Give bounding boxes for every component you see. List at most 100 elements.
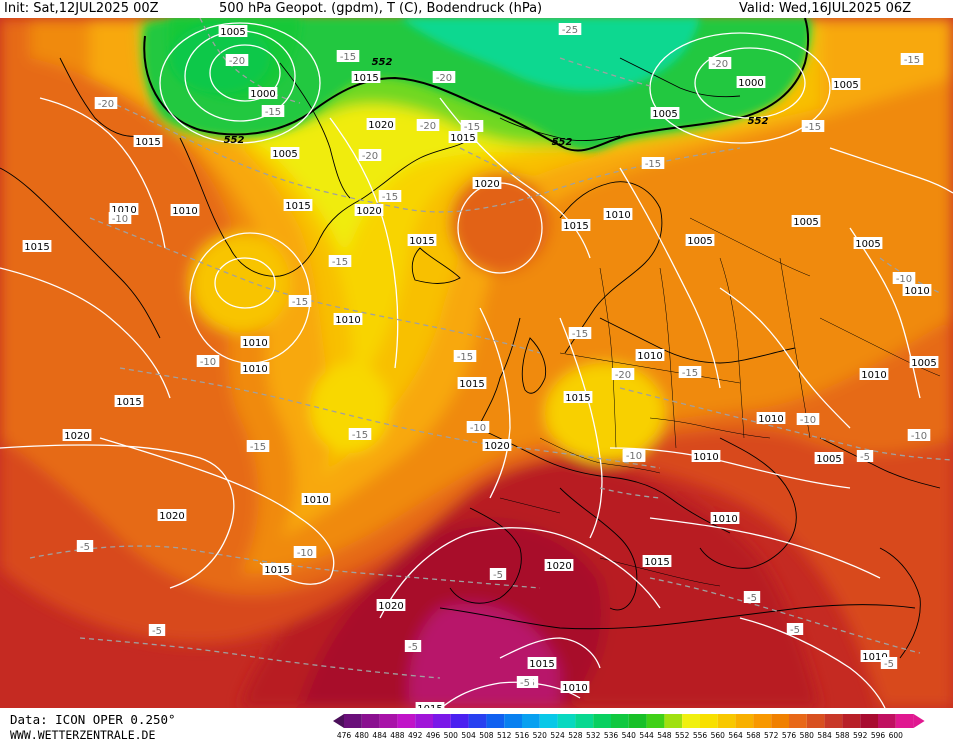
pressure-label-bg: [22, 240, 52, 252]
temperature-label: -10: [626, 451, 642, 462]
legend-label: 488: [390, 731, 405, 740]
legend-label: 552: [675, 731, 690, 740]
temperature-label-bg: [708, 57, 732, 69]
temperature-label-bg: [196, 355, 220, 367]
temperature-label-bg: [892, 272, 916, 284]
temperature-label-bg: [568, 327, 592, 339]
temperature-label: -15: [805, 122, 821, 133]
data-source: Data: ICON OPER 0.250°: [10, 712, 176, 727]
temperature-labels: -20 -20 -15 -15 -20 -20 -15 -20 -25 -15 -20 -15 -15 -…: [76, 23, 931, 689]
legend-swatch: [682, 714, 700, 728]
pressure-label-bg: [283, 199, 313, 211]
pressure-label-bg: [248, 87, 278, 99]
pressure-label: 1015: [24, 242, 49, 253]
legend-swatch: [379, 714, 398, 728]
temperature-label: -15: [382, 192, 398, 203]
geopotential-label: 552: [748, 116, 769, 127]
pressure-labels: 1005 1000 1005 1015 1015 1020 1015 1015 1020 1010…: [22, 25, 939, 708]
country-borders: [499, 217, 941, 587]
pressure-label-bg: [691, 450, 721, 462]
pressure-label: 1020: [64, 431, 89, 442]
chart-footer: Data: ICON OPER 0.250° WWW.WETTERZENTRAL…: [0, 708, 959, 742]
pressure-label: 1005: [652, 109, 677, 120]
temperature-label-bg: [516, 676, 534, 688]
pressure-label: 1015: [116, 397, 141, 408]
temperature-label-bg: [880, 657, 898, 669]
temperature-label: -20: [436, 73, 452, 84]
pressure-label: 1010: [637, 351, 662, 362]
temperature-label: -15: [457, 352, 473, 363]
pressure-label-bg: [62, 429, 92, 441]
legend-swatch: [344, 714, 362, 728]
temperature-label: -10: [112, 214, 128, 225]
temperature-label: -5: [747, 593, 757, 604]
temperature-label-bg: [611, 368, 635, 380]
legend-label: 536: [604, 731, 619, 740]
temperature-label: -5: [860, 452, 870, 463]
website: WWW.WETTERZENTRALE.DE: [10, 728, 156, 742]
temperature-label-bg: [558, 23, 582, 35]
legend-label: 476: [337, 731, 352, 740]
geopotential-label: 552: [224, 135, 245, 146]
temperature-label-bg: [678, 366, 702, 378]
pressure-label-bg: [457, 377, 487, 389]
pressure-label: 1010: [111, 205, 136, 216]
temperature-label-bg: [348, 428, 372, 440]
legend-swatch: [522, 714, 540, 728]
temperature-label-bg: [801, 120, 825, 132]
temperature-label: -15: [904, 55, 920, 66]
pressure-label: 1020: [474, 179, 499, 190]
temperature-label: -15: [340, 52, 356, 63]
pressure-label: 1010: [562, 683, 587, 694]
pressure-label: 1015: [459, 379, 484, 390]
pressure-label: 1005: [687, 236, 712, 247]
legend-label: 580: [800, 731, 815, 740]
legend-label: 584: [817, 731, 832, 740]
legend-swatch: [415, 714, 433, 728]
legend-swatch: [806, 714, 825, 728]
legend-label: 532: [586, 731, 601, 740]
pressure-label-bg: [407, 234, 437, 246]
legend-label: 572: [764, 731, 779, 740]
chart-header: Init: Sat,12JUL2025 00Z 500 hPa Geopot. …: [0, 0, 959, 18]
color-legend: 476 480 484 488 492 496 500 504 508 512 516 520 524 5…: [333, 714, 925, 740]
legend-label: 528: [568, 731, 583, 740]
legend-label: 524: [550, 731, 565, 740]
temperature-label: -10: [896, 274, 912, 285]
pressure-label-bg: [756, 412, 786, 424]
temperature-label-bg: [261, 105, 285, 117]
pressure-label-bg: [560, 681, 590, 693]
temperature-label: -5: [80, 542, 90, 553]
pressure-label-bg: [814, 452, 844, 464]
legend-label: 496: [426, 731, 441, 740]
pressure-label: 1015: [264, 565, 289, 576]
pressure-label: 1010: [242, 338, 267, 349]
temperature-label: -5: [152, 626, 162, 637]
temperature-label-bg: [432, 71, 456, 83]
pressure-label-bg: [902, 284, 932, 296]
pressure-label: 1015: [565, 393, 590, 404]
legend-swatch: [450, 714, 469, 728]
pressure-label-bg: [448, 131, 478, 143]
legend-label: 588: [835, 731, 850, 740]
temperature-label-bg: [743, 591, 761, 603]
legend-swatch: [575, 714, 594, 728]
legend-label: 548: [657, 731, 672, 740]
pressure-label-bg: [270, 147, 300, 159]
pressure-label: 1010: [712, 514, 737, 525]
temperature-label-bg: [900, 53, 924, 65]
temperature-label-bg: [622, 449, 646, 461]
temperature-label-bg: [246, 440, 270, 452]
pressure-label: 1010: [861, 370, 886, 381]
legend-swatch: [878, 714, 896, 728]
pressure-label: 1020: [546, 561, 571, 572]
geopotential-label: 552: [552, 137, 573, 148]
legend-label: 556: [693, 731, 708, 740]
pressure-label: 1015: [563, 221, 588, 232]
temperature-label: -10: [800, 415, 816, 426]
pressure-label-bg: [563, 391, 593, 403]
pressure-label-bg: [859, 368, 889, 380]
legend-swatch: [468, 714, 487, 728]
pressure-label-bg: [853, 237, 883, 249]
